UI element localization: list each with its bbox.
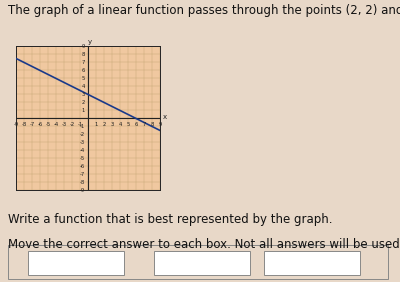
- Text: 2: 2: [102, 122, 106, 127]
- Text: -6: -6: [37, 122, 43, 127]
- Text: 7: 7: [142, 122, 146, 127]
- Text: 8: 8: [82, 52, 85, 57]
- Text: -2: -2: [80, 132, 85, 137]
- Text: -5: -5: [80, 156, 85, 161]
- Text: 1: 1: [94, 122, 98, 127]
- Text: x: x: [163, 114, 167, 120]
- Text: Move the correct answer to each box. Not all answers will be used.: Move the correct answer to each box. Not…: [8, 238, 400, 251]
- Text: 9: 9: [158, 122, 162, 127]
- Text: -8: -8: [80, 180, 85, 185]
- Text: 6: 6: [82, 68, 85, 73]
- Text: The graph of a linear function passes through the points (2, 2) and (8, -1).: The graph of a linear function passes th…: [8, 4, 400, 17]
- Text: y: y: [88, 39, 92, 45]
- Text: -7: -7: [29, 122, 35, 127]
- Text: 5: 5: [82, 76, 85, 81]
- Text: 3: 3: [82, 92, 85, 97]
- Text: -3: -3: [62, 122, 66, 127]
- Text: -3: -3: [80, 140, 85, 145]
- Text: -2: -2: [69, 122, 75, 127]
- Text: -1: -1: [80, 124, 85, 129]
- Text: 2: 2: [82, 100, 85, 105]
- Text: -6: -6: [80, 164, 85, 169]
- Text: 3: 3: [110, 122, 114, 127]
- Text: -1: -1: [77, 122, 83, 127]
- Text: -5: -5: [45, 122, 51, 127]
- Text: 1: 1: [82, 108, 85, 113]
- Text: 4: 4: [118, 122, 122, 127]
- Text: Write a function that is best represented by the graph.: Write a function that is best represente…: [8, 213, 332, 226]
- Text: -9: -9: [80, 188, 85, 193]
- Text: -4: -4: [80, 148, 85, 153]
- Text: -9: -9: [13, 122, 19, 127]
- Text: -8: -8: [21, 122, 27, 127]
- Text: -4: -4: [53, 122, 59, 127]
- Text: -7: -7: [80, 172, 85, 177]
- Text: 5: 5: [126, 122, 130, 127]
- Text: 6: 6: [134, 122, 138, 127]
- Text: 8: 8: [150, 122, 154, 127]
- Text: 7: 7: [82, 60, 85, 65]
- Text: 4: 4: [82, 84, 85, 89]
- Text: 9: 9: [82, 44, 85, 49]
